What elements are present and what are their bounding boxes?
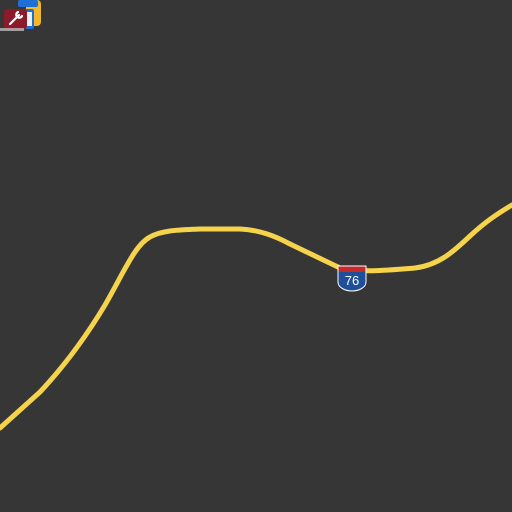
interstate-shield-76: 76 xyxy=(337,265,367,292)
shield-body xyxy=(338,272,366,291)
shield-top xyxy=(338,266,366,273)
poi-cluster[interactable] xyxy=(0,0,41,31)
shield-number: 76 xyxy=(345,273,359,288)
service-icon-blue[interactable] xyxy=(18,0,38,7)
interstate-road-i76[interactable] xyxy=(0,202,512,431)
wrench-glyph xyxy=(8,10,24,26)
